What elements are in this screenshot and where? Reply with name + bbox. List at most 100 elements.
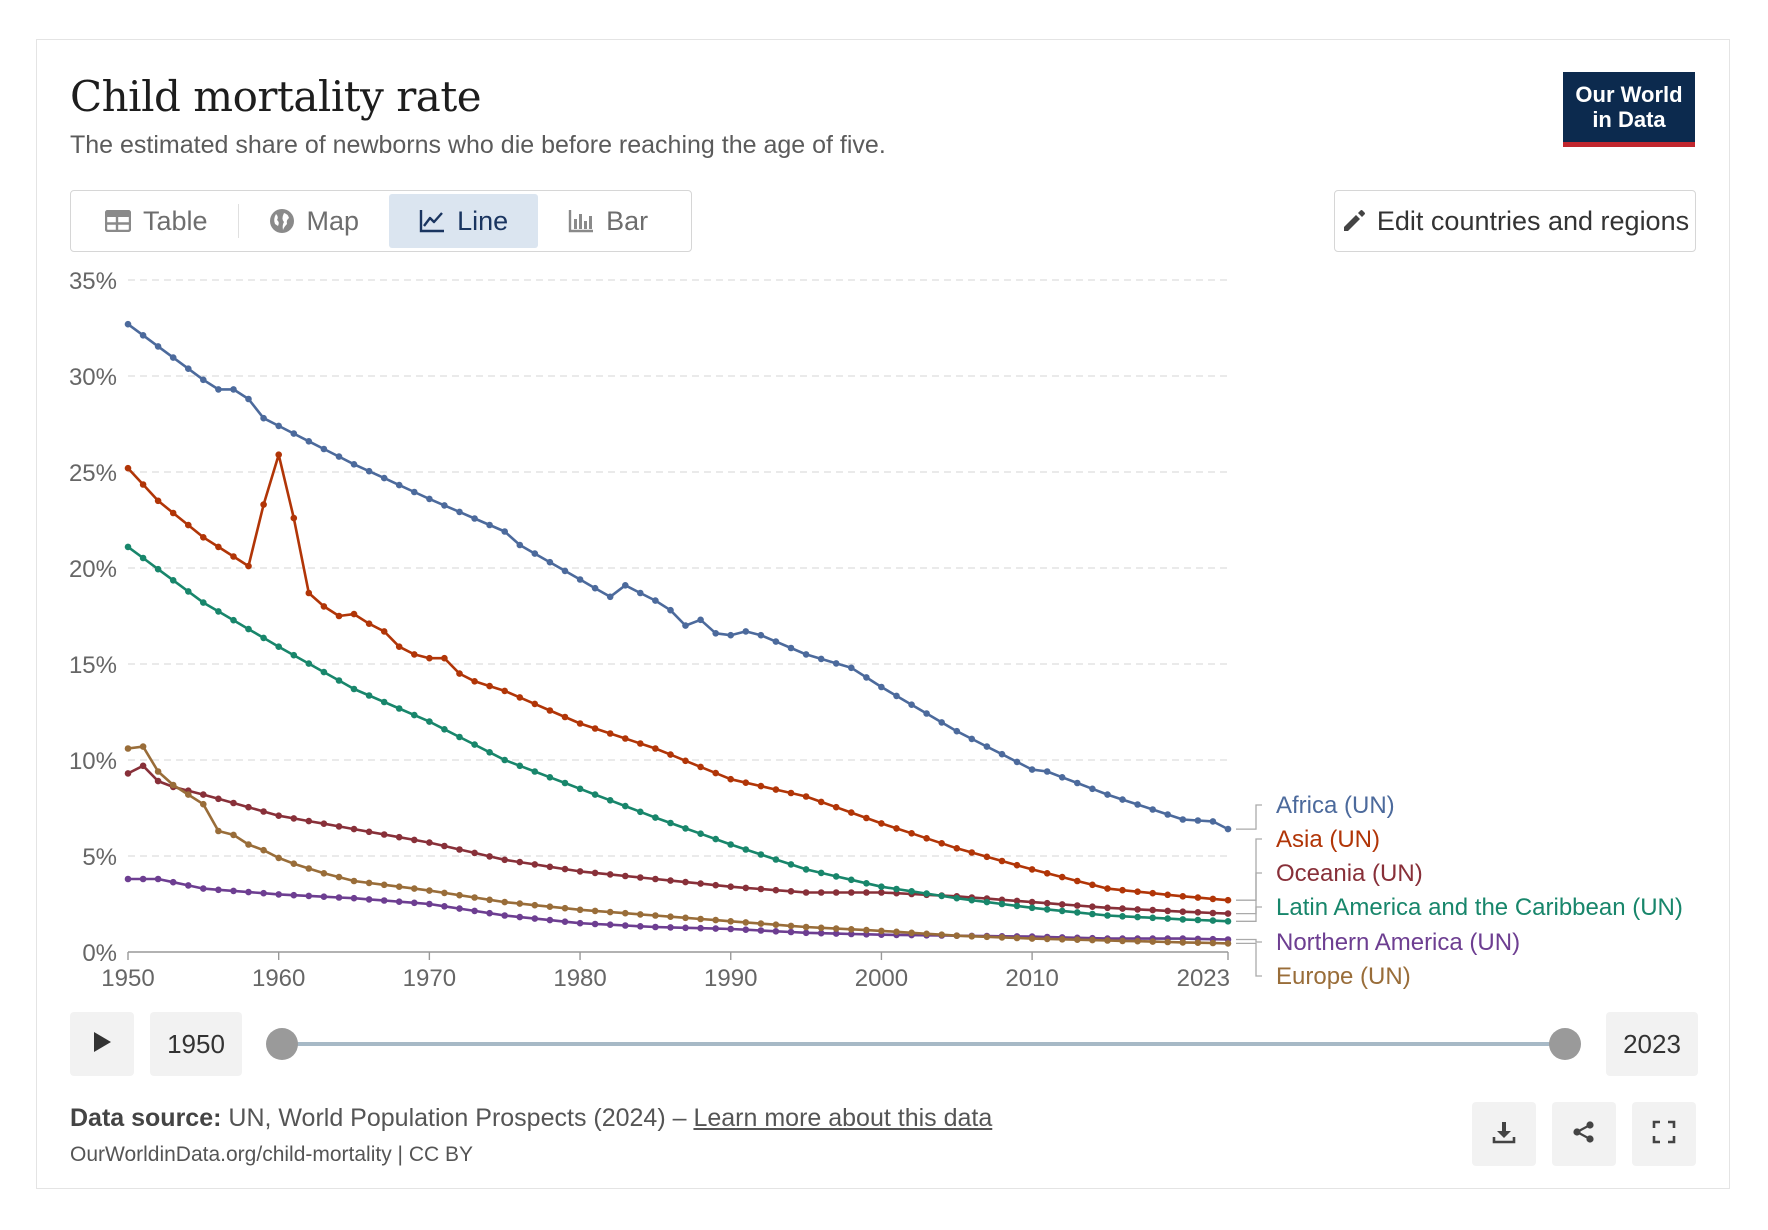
data-point[interactable] xyxy=(320,603,328,610)
data-point[interactable] xyxy=(365,879,373,887)
data-point[interactable] xyxy=(1119,796,1126,803)
data-point[interactable] xyxy=(908,701,915,708)
data-point[interactable] xyxy=(697,915,704,923)
data-point[interactable] xyxy=(546,558,554,566)
data-point[interactable] xyxy=(938,931,945,938)
data-point[interactable] xyxy=(802,793,810,800)
data-point[interactable] xyxy=(531,768,539,775)
data-point[interactable] xyxy=(1013,902,1021,910)
data-point[interactable] xyxy=(230,887,237,895)
data-point[interactable] xyxy=(712,881,719,889)
data-point[interactable] xyxy=(652,597,659,604)
data-point[interactable] xyxy=(1089,881,1096,889)
data-point[interactable] xyxy=(1043,899,1051,907)
data-point[interactable] xyxy=(320,870,328,877)
data-point[interactable] xyxy=(1224,918,1232,925)
data-point[interactable] xyxy=(169,354,177,361)
data-point[interactable] xyxy=(1149,938,1156,945)
data-point[interactable] xyxy=(637,911,644,918)
data-point[interactable] xyxy=(727,775,734,783)
data-point[interactable] xyxy=(667,924,674,931)
data-point[interactable] xyxy=(637,740,644,747)
data-point[interactable] xyxy=(1089,910,1096,918)
data-point[interactable] xyxy=(275,812,283,819)
data-point[interactable] xyxy=(953,845,961,852)
data-point[interactable] xyxy=(1224,825,1232,833)
data-point[interactable] xyxy=(335,612,343,620)
data-point[interactable] xyxy=(1164,938,1171,946)
data-point[interactable] xyxy=(712,630,719,637)
data-point[interactable] xyxy=(1209,818,1217,825)
data-point[interactable] xyxy=(215,608,222,615)
data-point[interactable] xyxy=(1028,898,1036,906)
data-point[interactable] xyxy=(1058,873,1066,881)
data-point[interactable] xyxy=(185,791,192,798)
data-point[interactable] xyxy=(1164,891,1171,899)
data-point[interactable] xyxy=(1089,785,1096,793)
tab-line[interactable]: Line xyxy=(389,194,539,248)
data-point[interactable] xyxy=(395,833,403,841)
data-point[interactable] xyxy=(441,502,448,509)
data-point[interactable] xyxy=(787,789,795,797)
data-point[interactable] xyxy=(441,889,448,897)
data-point[interactable] xyxy=(546,707,554,714)
data-point[interactable] xyxy=(335,677,343,684)
data-point[interactable] xyxy=(622,909,629,917)
share-button[interactable] xyxy=(1552,1102,1616,1166)
data-point[interactable] xyxy=(139,554,147,562)
data-point[interactable] xyxy=(154,768,162,775)
data-point[interactable] xyxy=(245,888,252,896)
data-point[interactable] xyxy=(848,664,855,672)
data-point[interactable] xyxy=(832,925,840,932)
data-point[interactable] xyxy=(878,683,885,691)
data-point[interactable] xyxy=(260,501,267,508)
data-point[interactable] xyxy=(501,528,509,535)
data-point[interactable] xyxy=(365,620,373,627)
data-point[interactable] xyxy=(742,926,750,933)
data-point[interactable] xyxy=(305,892,313,900)
data-point[interactable] xyxy=(727,918,734,925)
data-point[interactable] xyxy=(863,674,870,681)
data-point[interactable] xyxy=(320,445,328,453)
data-point[interactable] xyxy=(742,628,750,635)
data-point[interactable] xyxy=(1119,905,1126,912)
data-point[interactable] xyxy=(154,343,162,350)
data-point[interactable] xyxy=(185,588,192,595)
data-point[interactable] xyxy=(863,889,870,896)
data-point[interactable] xyxy=(456,670,463,677)
data-point[interactable] xyxy=(411,899,418,907)
data-point[interactable] xyxy=(878,889,885,896)
data-point[interactable] xyxy=(426,839,433,846)
data-point[interactable] xyxy=(787,888,795,895)
data-point[interactable] xyxy=(215,795,222,803)
series-line[interactable] xyxy=(127,323,1229,831)
data-point[interactable] xyxy=(275,422,283,430)
data-point[interactable] xyxy=(772,856,780,863)
data-point[interactable] xyxy=(350,877,358,885)
data-point[interactable] xyxy=(1028,766,1036,773)
data-point[interactable] xyxy=(1164,907,1171,915)
data-point[interactable] xyxy=(441,726,448,733)
data-point[interactable] xyxy=(471,515,478,522)
data-point[interactable] xyxy=(290,860,298,867)
data-point[interactable] xyxy=(1074,936,1081,943)
data-point[interactable] xyxy=(606,593,614,601)
data-point[interactable] xyxy=(938,840,945,847)
series-line[interactable] xyxy=(127,764,1229,915)
data-point[interactable] xyxy=(591,907,599,915)
data-point[interactable] xyxy=(772,928,780,935)
data-point[interactable] xyxy=(456,733,463,741)
data-point[interactable] xyxy=(154,565,162,573)
data-point[interactable] xyxy=(290,891,298,899)
data-point[interactable] xyxy=(395,705,403,712)
data-point[interactable] xyxy=(1074,902,1081,909)
data-point[interactable] xyxy=(576,868,584,875)
data-point[interactable] xyxy=(531,901,539,909)
data-point[interactable] xyxy=(124,875,132,883)
data-point[interactable] xyxy=(516,913,524,921)
data-point[interactable] xyxy=(486,749,493,756)
data-point[interactable] xyxy=(139,762,147,770)
timeline-start-handle[interactable] xyxy=(266,1028,298,1060)
data-point[interactable] xyxy=(411,651,418,658)
data-point[interactable] xyxy=(1074,909,1081,916)
